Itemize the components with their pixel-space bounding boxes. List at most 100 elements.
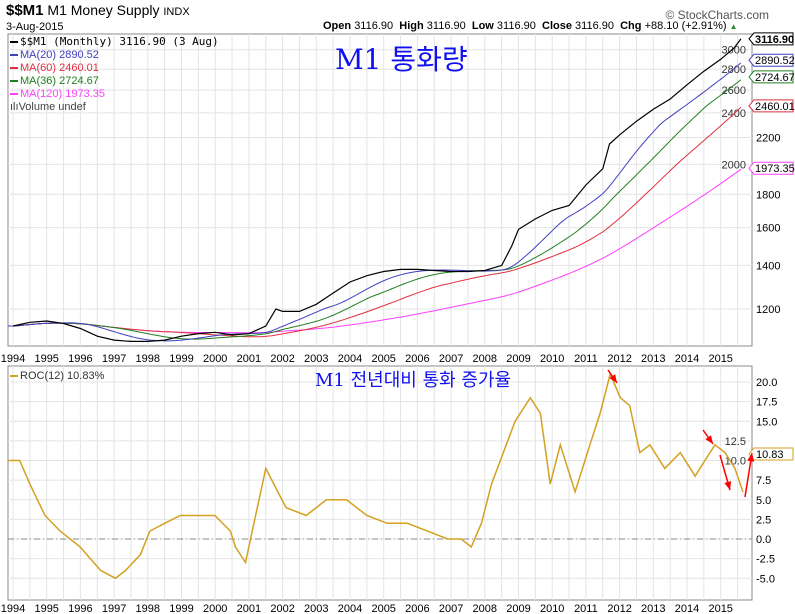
x-tick-label: 1994	[1, 353, 25, 365]
symbol: $$M1	[6, 2, 44, 19]
x-tick-label: 2015	[708, 603, 732, 614]
y-tick-label: 2.5	[756, 514, 771, 526]
value-tag-label: 1973.35	[755, 163, 795, 175]
x-tick-label: 2001	[237, 603, 261, 614]
legend-item-price: $$M1 (Monthly) 3116.90 (3 Aug)	[10, 35, 219, 49]
x-tick-label: 1999	[169, 353, 193, 365]
symbol-name: M1 Money Supply	[47, 2, 160, 18]
x-tick-label: 2007	[439, 353, 463, 365]
x-tick-label: 2007	[439, 603, 463, 614]
value-tag	[748, 70, 794, 84]
x-tick-label: 2003	[304, 603, 328, 614]
x-tick-label: 2011	[574, 353, 598, 365]
legend-item-ma36: MA(36) 2724.67	[10, 75, 219, 88]
x-tick-label: 1995	[34, 353, 58, 365]
x-tick-label: 2015	[708, 353, 732, 365]
value-tag	[748, 53, 794, 67]
red-arrow-icon	[705, 435, 713, 444]
y-tick-label: -2.5	[756, 554, 775, 566]
y-tick-label: 2000	[722, 159, 746, 171]
watermark: © StockCharts.com	[665, 8, 769, 22]
value-tag-label: 3116.90	[755, 34, 794, 46]
y-tick-label: 15.0	[756, 416, 777, 428]
x-tick-label: 2003	[304, 353, 328, 365]
y-tick-label: 17.5	[756, 397, 777, 409]
x-tick-label: 2013	[641, 603, 665, 614]
price-line	[12, 38, 742, 342]
red-arrow-icon	[609, 374, 617, 383]
x-tick-label: 2002	[270, 603, 294, 614]
x-tick-label: 2000	[203, 353, 227, 365]
y-tick-label: 2200	[756, 132, 780, 144]
value-tag	[748, 99, 794, 113]
close-label: Close	[542, 20, 572, 32]
legend-item-ma120: MA(120) 1973.35	[10, 88, 219, 101]
chart-title: $$M1 M1 Money Supply INDX	[6, 2, 190, 19]
x-tick-label: 2010	[540, 353, 564, 365]
x-tick-label: 2002	[270, 353, 294, 365]
value-tag-label: 2460.01	[755, 101, 795, 113]
open-label: Open	[323, 20, 352, 32]
y-tick-label: 5.0	[756, 495, 771, 507]
x-tick-label: 1999	[169, 603, 193, 614]
x-tick-label: 1996	[68, 353, 92, 365]
ohlc-bar: Open 3116.90 High 3116.90 Low 3116.90 Cl…	[323, 20, 738, 32]
legend-item-volume: ılıVolume undef	[10, 101, 86, 113]
value-tag	[748, 161, 794, 175]
x-tick-label: 2010	[540, 603, 564, 614]
annotation-bottom: M1 전년대비 통화 증가율	[315, 370, 512, 391]
x-tick-label: 2001	[237, 353, 261, 365]
x-tick-label: 2012	[607, 603, 631, 614]
ma60-line	[7, 106, 742, 338]
x-tick-label: 2014	[675, 353, 699, 365]
x-tick-label: 1997	[102, 353, 126, 365]
legend-item-ma60: MA(60) 2460.01	[10, 62, 219, 75]
x-tick-label: 1998	[136, 603, 160, 614]
up-arrow-icon: ▲	[729, 22, 738, 31]
y-tick-label: 0.0	[756, 534, 771, 546]
x-tick-label: 1998	[136, 353, 160, 365]
x-tick-label: 2014	[675, 603, 699, 614]
legend: $$M1 (Monthly) 3116.90 (3 Aug) MA(20) 28…	[10, 35, 219, 114]
open-value: 3116.90	[354, 20, 394, 32]
y-tick-label: 1400	[756, 260, 780, 272]
y-tick-label: 2600	[722, 85, 746, 97]
x-tick-label: 2005	[371, 603, 395, 614]
roc-legend: ROC(12) 10.83%	[10, 370, 104, 383]
chg-label: Chg	[620, 20, 642, 32]
legend-item-ma20: MA(20) 2890.52	[10, 49, 219, 62]
low-value: 3116.90	[496, 20, 536, 32]
red-arrow-icon	[747, 453, 755, 462]
annotation-top: M1 통화량	[335, 43, 468, 76]
roc-line	[7, 371, 744, 580]
y-tick-label: 20.0	[756, 377, 777, 389]
y-tick-label: 1800	[756, 189, 780, 201]
x-tick-label: 2013	[641, 353, 665, 365]
chg-value: +88.10 (+2.91%)	[644, 20, 727, 32]
value-tag-label: 2890.52	[755, 55, 795, 67]
x-tick-label: 2000	[203, 603, 227, 614]
volume-icon: ılı	[10, 101, 19, 113]
x-tick-label: 2008	[473, 603, 497, 614]
x-tick-label: 2004	[338, 353, 362, 365]
high-label: High	[399, 20, 424, 32]
close-value: 3116.90	[575, 20, 614, 32]
x-tick-label: 1995	[34, 603, 58, 614]
value-tag	[748, 32, 794, 46]
x-tick-label: 2004	[338, 603, 362, 614]
y-tick-label: 12.5	[725, 436, 746, 448]
ma20-line	[7, 62, 742, 342]
x-tick-label: 2006	[405, 353, 429, 365]
ma36-line	[7, 79, 742, 340]
y-tick-label: 1200	[756, 304, 780, 316]
x-tick-label: 1997	[102, 603, 126, 614]
chart-date: 3-Aug-2015	[6, 21, 64, 33]
symbol-type: INDX	[163, 6, 190, 18]
x-tick-label: 2005	[371, 353, 395, 365]
y-tick-label: 1600	[756, 223, 780, 235]
red-arrow-icon	[724, 481, 732, 490]
x-tick-label: 2011	[574, 603, 598, 614]
value-tag-label: 10.83	[756, 449, 784, 461]
high-value: 3116.90	[426, 20, 466, 32]
